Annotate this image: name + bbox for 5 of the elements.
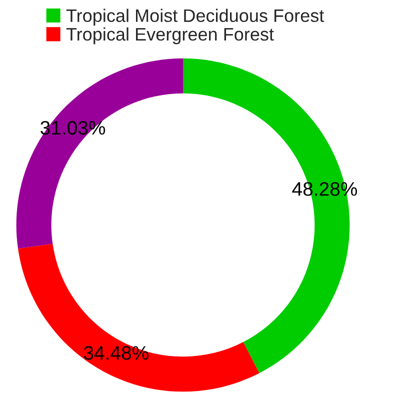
legend-label: Tropical Moist Deciduous Forest bbox=[66, 8, 324, 26]
legend-label: Tropical Evergreen Forest bbox=[66, 27, 274, 44]
donut-slice bbox=[18, 244, 260, 392]
donut-slice bbox=[16, 58, 183, 249]
data-label: 34.48% bbox=[84, 346, 148, 360]
